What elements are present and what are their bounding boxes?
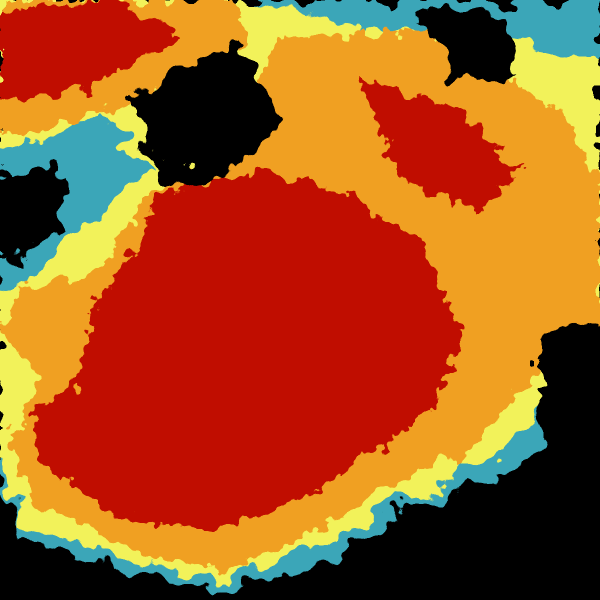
clear-gaps [0,10,600,600]
echo-intense [0,0,520,530]
